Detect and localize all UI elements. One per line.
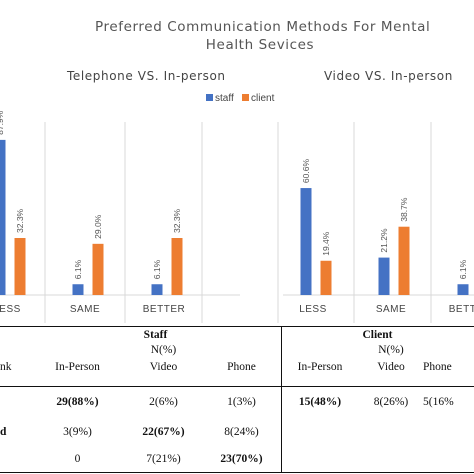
table-cell	[423, 418, 474, 446]
table-cell: 29(88%)	[56, 396, 99, 409]
bar-staff	[378, 257, 390, 295]
row-label	[0, 446, 30, 472]
table-cell	[359, 418, 423, 446]
x-tick-label: SAME	[70, 304, 100, 315]
table-cell: 15(48%)	[298, 396, 342, 409]
table-cell: 1(3%)	[227, 396, 256, 409]
table-row: d 3(9%) 22(67%) 8(24%)	[0, 418, 474, 446]
panel-label-video: Video VS. In-person	[324, 69, 453, 83]
col-header-staff-video: Video	[149, 360, 178, 373]
row-header-cell: nk	[0, 360, 12, 373]
row-label	[0, 386, 30, 418]
x-tick-label: BETTER	[143, 304, 185, 315]
table-top-rule	[0, 326, 474, 327]
table-column-header-row: nk In-Person Video Phone In-Person Video…	[0, 357, 474, 376]
col-header-staff-in-person: In-Person	[55, 360, 100, 373]
data-label: 6.1%	[458, 259, 468, 279]
data-label: 19.4%	[321, 231, 331, 256]
legend-label-staff: staff	[215, 93, 234, 104]
table-cell: 5(16%	[423, 396, 454, 409]
table-cell: 22(67%)	[142, 426, 185, 438]
legend-item-client: client	[242, 93, 274, 104]
client-unit-label: N(%)	[378, 344, 404, 356]
legend-item-staff: staff	[206, 93, 234, 104]
table-cell	[281, 418, 359, 446]
table-cell: 2(6%)	[149, 396, 178, 409]
table-cell	[423, 446, 474, 472]
bar-client	[320, 260, 332, 295]
table-cell: 8(24%)	[224, 426, 259, 438]
results-table: Staff Client N(%) N(%) nk In-Person Vide…	[0, 327, 474, 472]
data-label: 29.0%	[93, 214, 103, 239]
row-label: d	[0, 426, 7, 438]
table-cell: 7(21%)	[146, 453, 181, 465]
col-header-client-phone: Phone	[423, 360, 452, 373]
data-label: 6.1%	[152, 259, 162, 279]
table-group-header-row: Staff Client	[0, 327, 474, 343]
table-column-divider	[281, 327, 282, 472]
col-header-client-in-person: In-Person	[297, 360, 343, 373]
data-label: 60.6%	[301, 159, 311, 184]
table-cell: 8(26%)	[373, 396, 409, 409]
bar-staff	[300, 188, 312, 295]
bar-staff	[151, 284, 163, 295]
x-tick-label: LESS	[299, 304, 327, 315]
staff-group-header: Staff	[143, 329, 168, 341]
x-tick-label: SAME	[376, 304, 406, 315]
x-tick-label: BETTER	[449, 304, 474, 315]
table-cell: 23(70%)	[220, 453, 263, 465]
bar-client	[14, 238, 26, 295]
legend-swatch-client	[242, 94, 249, 101]
panel-label-telephone: Telephone VS. In-person	[67, 69, 226, 83]
table-bottom-rule	[0, 472, 474, 473]
bar-staff	[0, 139, 6, 295]
legend-swatch-staff	[206, 94, 213, 101]
client-group-header: Client	[362, 329, 393, 341]
bar-staff	[72, 284, 84, 295]
bar-client	[171, 238, 183, 295]
bar-client	[398, 226, 410, 295]
data-label: 87.9%	[0, 110, 5, 135]
legend-label-client: client	[251, 93, 275, 104]
data-label: 6.1%	[73, 259, 83, 279]
data-label: 21.2%	[379, 228, 389, 253]
table-unit-row: N(%) N(%)	[0, 343, 474, 357]
chart-title-line-1: Preferred Communication Methods For Ment…	[95, 19, 431, 35]
staff-unit-label: N(%)	[150, 344, 177, 356]
data-label: 32.3%	[172, 208, 182, 233]
table-cell	[359, 446, 423, 472]
table-cell: 3(9%)	[63, 426, 92, 438]
table-cell: 0	[74, 453, 81, 465]
col-header-client-video: Video	[377, 360, 405, 373]
col-header-staff-phone: Phone	[227, 360, 256, 373]
data-label: 38.7%	[399, 197, 409, 222]
table-cell	[281, 446, 359, 472]
chart-title-line-2: Health Sevices	[205, 37, 315, 53]
x-tick-label: LESS	[0, 304, 21, 315]
bar-staff	[457, 284, 469, 295]
bar-client	[92, 243, 104, 295]
data-label: 32.3%	[15, 208, 25, 233]
table-row: 29(88%) 2(6%) 1(3%) 15(48%) 8(26%) 5(16%	[0, 386, 474, 418]
table-row: 0 7(21%) 23(70%)	[0, 446, 474, 472]
